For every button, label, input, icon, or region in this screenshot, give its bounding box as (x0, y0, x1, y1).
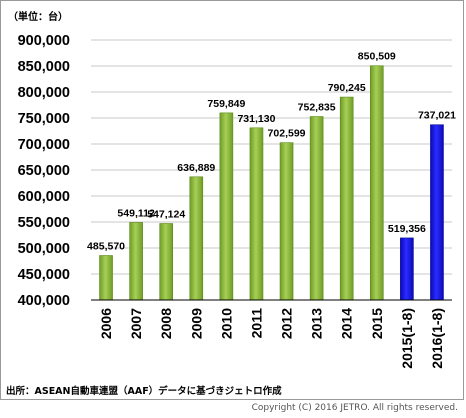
bar-2015(1-8) (400, 237, 414, 301)
x-tick-label-2007: 2007 (128, 308, 144, 339)
bar-2008 (159, 223, 174, 301)
data-label-2007: 549,112 (117, 207, 155, 219)
bars (99, 65, 444, 301)
x-tick-label-2010: 2010 (218, 308, 234, 339)
x-tick-label-2016(1-8): 2016(1-8) (429, 308, 445, 369)
bar-2009 (189, 176, 204, 301)
x-tick-label-2008: 2008 (158, 308, 174, 339)
x-axis-ticks: 2006 2007 2008 2009 2010 2011 2012 2013 2014 2015… (98, 308, 445, 369)
x-tick-label-2015: 2015 (369, 308, 385, 339)
bar-2016(1-8) (430, 124, 444, 301)
x-tick-label-2009: 2009 (188, 308, 204, 339)
y-tick-label: 900,000 (18, 33, 70, 49)
y-tick-label: 750,000 (18, 111, 70, 127)
y-axis-ticks: 400,000 450,000 500,000 550,000 600,000 650,0… (18, 33, 70, 309)
bar-2012 (279, 142, 294, 301)
source-note: 出所：ASEAN自動車連盟（AAF）データに基づきジェトロ作成 (6, 386, 282, 397)
data-label-2008: 547,124 (147, 208, 185, 220)
x-tick-label-2012: 2012 (279, 308, 295, 339)
y-tick-label: 400,000 (18, 293, 70, 309)
y-tick-label: 700,000 (18, 137, 70, 153)
gridlines (91, 39, 452, 275)
data-label-2016(1-8): 737,021 (418, 110, 456, 122)
data-label-2015: 850,509 (358, 51, 396, 63)
y-tick-label: 550,000 (18, 215, 70, 231)
bar-2015 (369, 65, 384, 301)
y-tick-label: 500,000 (18, 241, 70, 257)
data-label-2013: 752,835 (298, 102, 336, 114)
unit-label: （単位：台） (8, 12, 68, 23)
x-tick-label-2013: 2013 (309, 308, 325, 339)
y-tick-label: 800,000 (18, 85, 70, 101)
data-label-2011: 731,130 (237, 113, 275, 125)
y-tick-label: 650,000 (18, 163, 70, 179)
bar-2006 (99, 255, 113, 301)
data-label-2014: 790,245 (328, 82, 366, 94)
data-label-2012: 702,599 (268, 128, 306, 140)
x-tick-label-2006: 2006 (98, 308, 114, 339)
bar-2014 (339, 96, 354, 301)
x-tick-label-2011: 2011 (248, 308, 264, 339)
bar-2010 (219, 112, 234, 301)
data-label-2010: 759,849 (207, 98, 245, 110)
bar-2011 (249, 127, 264, 301)
bar-2007 (129, 222, 143, 301)
y-tick-label: 450,000 (18, 267, 70, 283)
x-tick-label-2014: 2014 (339, 308, 355, 339)
data-label-2009: 636,889 (177, 162, 215, 174)
y-tick-label: 600,000 (18, 189, 70, 205)
copyright-text: Copyright (C) 2016 JETRO. All rights res… (251, 403, 458, 413)
y-tick-label: 850,000 (18, 59, 70, 75)
data-label-2015(1-8): 519,356 (388, 223, 426, 235)
bar-2013 (309, 116, 324, 301)
data-label-2006: 485,570 (87, 241, 125, 253)
x-tick-label-2015(1-8): 2015(1-8) (399, 308, 415, 369)
